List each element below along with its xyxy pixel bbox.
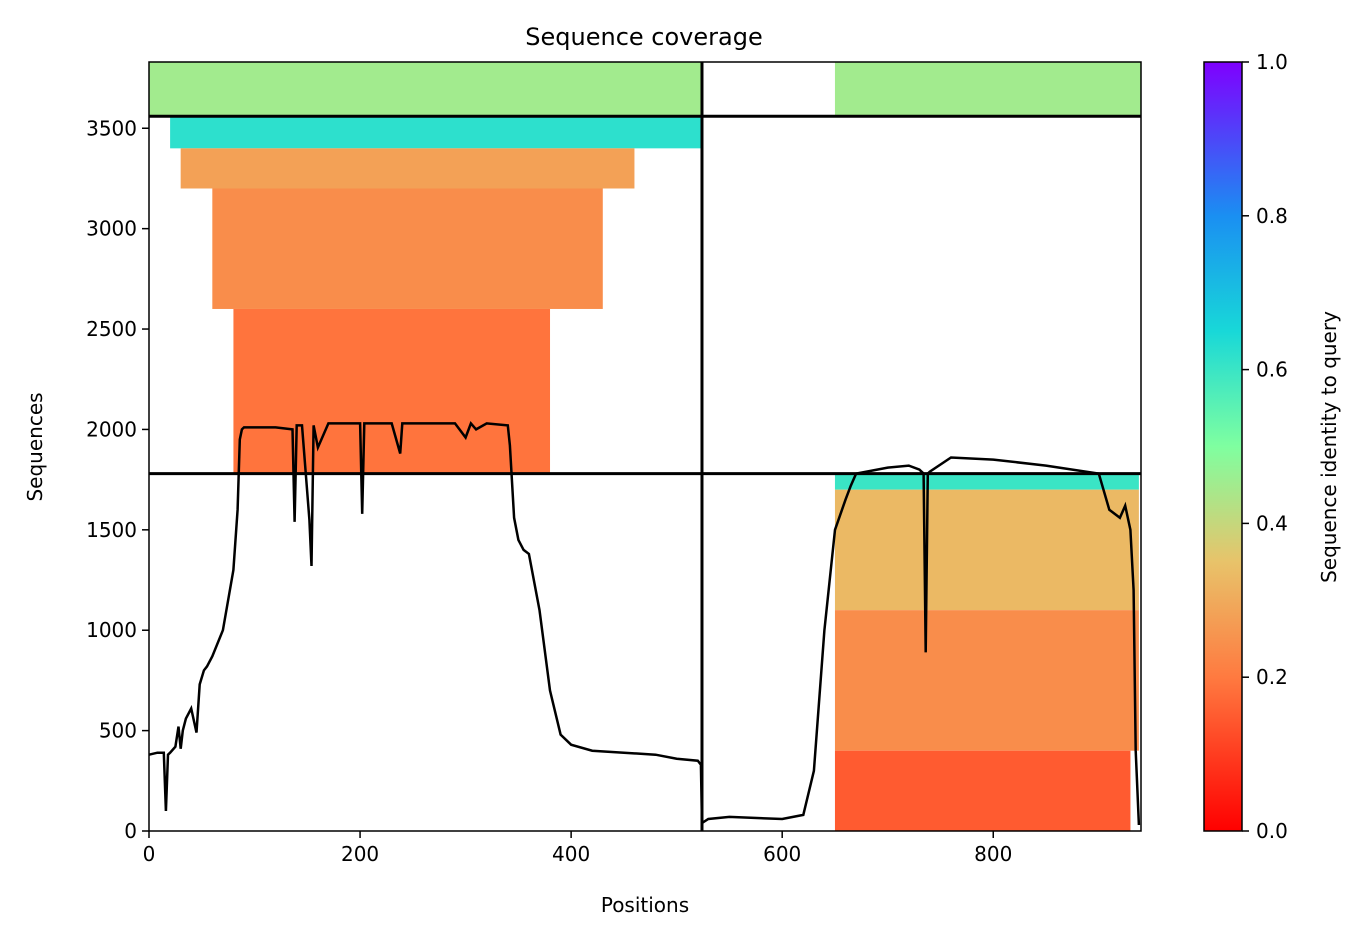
y-tick-label: 1000 [86, 618, 137, 642]
coverage-block-0 [149, 62, 702, 117]
y-tick-label: 2000 [86, 417, 137, 441]
y-axis-label: Sequences [23, 392, 47, 501]
block-boundaries [149, 62, 1141, 831]
colorbar-label: Sequence identity to query [1317, 311, 1341, 583]
colorbar-tick-label: 0.0 [1256, 819, 1288, 843]
y-axis-ticks: 0 500 1000 1500 2000 2500 3000 3500 [86, 116, 149, 843]
colorbar-tick-label: 1.0 [1256, 50, 1288, 74]
colorbar [1203, 61, 1243, 832]
x-tick-label: 600 [763, 842, 801, 866]
coverage-line [148, 420, 1141, 826]
x-axis-ticks: 0 200 400 600 800 [143, 831, 1012, 866]
y-tick-label: 2500 [86, 317, 137, 341]
colorbar-tick-label: 0.2 [1256, 665, 1288, 689]
coverage-block-5 [233, 308, 551, 474]
coverage-block-7 [834, 489, 1139, 611]
coverage-block-6 [834, 473, 1139, 490]
y-tick-label: 1500 [86, 518, 137, 542]
x-axis-label: Positions [601, 893, 689, 917]
plot-frame [148, 61, 1142, 832]
coverage-block-2 [170, 116, 702, 149]
x-tick-label: 0 [143, 842, 156, 866]
chart-title: Sequence coverage [525, 23, 762, 51]
coverage-block-1 [834, 62, 1141, 117]
y-tick-label: 500 [99, 719, 137, 743]
coverage-block-9 [834, 750, 1131, 831]
colorbar-tick-label: 0.6 [1256, 358, 1288, 382]
colorbar-ticks: 0.0 0.2 0.4 0.6 0.8 1.0 [1242, 50, 1288, 843]
coverage-heatmap [149, 62, 1141, 831]
coverage-block-4 [212, 188, 603, 309]
x-tick-label: 800 [974, 842, 1012, 866]
coverage-block-3 [180, 148, 635, 189]
y-tick-label: 3500 [86, 116, 137, 140]
colorbar-tick-label: 0.8 [1256, 204, 1288, 228]
y-tick-label: 3000 [86, 217, 137, 241]
y-tick-label: 0 [124, 819, 137, 843]
x-tick-label: 200 [341, 842, 379, 866]
colorbar-tick-label: 0.4 [1256, 511, 1288, 535]
coverage-block-8 [834, 610, 1139, 751]
x-tick-label: 400 [552, 842, 590, 866]
